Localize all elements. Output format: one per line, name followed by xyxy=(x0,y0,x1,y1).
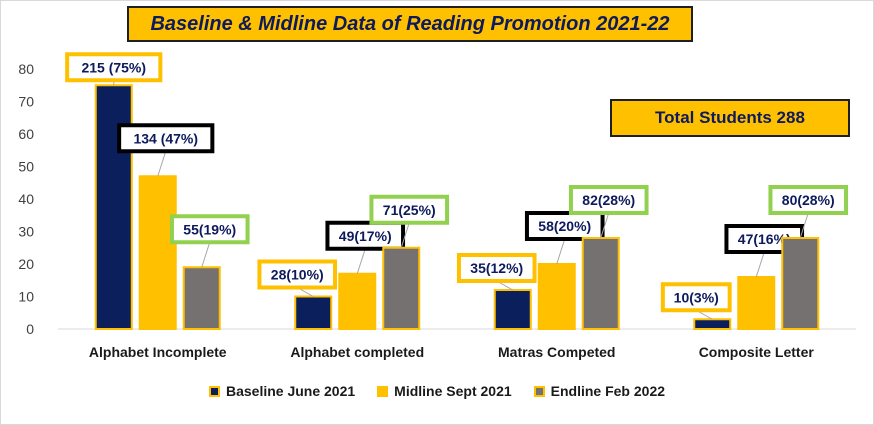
data-label-box xyxy=(768,185,849,215)
chart-legend: Baseline June 2021 Midline Sept 2021 End… xyxy=(0,383,874,399)
x-category-label: Matras Competed xyxy=(498,344,615,360)
legend-swatch-baseline xyxy=(208,385,220,397)
data-label-box xyxy=(524,211,605,241)
y-tick-label: 50 xyxy=(18,159,34,175)
data-label: 55(19%) xyxy=(183,221,236,237)
data-label: 80(28%) xyxy=(782,192,835,208)
legend-label-midline: Midline Sept 2021 xyxy=(394,383,512,399)
data-label-box xyxy=(660,282,732,313)
data-label-leader xyxy=(201,242,211,268)
bar-baseline xyxy=(493,289,532,330)
legend-item-midline: Midline Sept 2021 xyxy=(377,383,512,399)
bar-midline xyxy=(338,272,377,330)
bar-endline xyxy=(182,266,221,330)
y-tick-label: 60 xyxy=(18,126,34,142)
x-category-label: Alphabet completed xyxy=(290,344,424,360)
legend-item-baseline: Baseline June 2021 xyxy=(208,383,356,399)
data-label: 82(28%) xyxy=(582,192,635,208)
data-label: 215 (75%) xyxy=(81,59,146,75)
bar-baseline xyxy=(94,84,133,330)
bar-baseline xyxy=(294,295,333,330)
data-label-leader xyxy=(556,238,566,265)
x-category-label: Composite Letter xyxy=(699,344,815,360)
y-tick-label: 0 xyxy=(26,321,34,337)
bar-midline xyxy=(537,263,576,330)
data-label-box xyxy=(369,194,450,225)
bar-midline xyxy=(737,276,776,330)
data-label-box xyxy=(456,253,537,283)
data-label-leader xyxy=(400,222,410,248)
y-tick-label: 10 xyxy=(18,289,34,305)
data-label: 134 (47%) xyxy=(133,130,198,146)
legend-swatch-endline xyxy=(533,385,545,397)
legend-label-baseline: Baseline June 2021 xyxy=(225,383,356,399)
total-students-label: Total Students 288 xyxy=(655,108,805,127)
data-label-leader xyxy=(799,212,809,239)
data-label: 47(16%) xyxy=(738,231,791,247)
data-label-leader xyxy=(157,151,167,177)
data-label: 71(25%) xyxy=(383,202,436,218)
data-label-box xyxy=(325,220,406,251)
data-label-leader xyxy=(356,248,366,274)
data-label: 58(20%) xyxy=(538,218,591,234)
x-category-label: Alphabet Incomplete xyxy=(89,344,227,360)
chart-title-box: Baseline & Midline Data of Reading Promo… xyxy=(127,6,693,42)
data-label-box xyxy=(257,259,338,290)
data-label-box xyxy=(65,52,163,83)
data-label-leader xyxy=(755,251,765,278)
data-label-box xyxy=(117,123,215,154)
data-label: 35(12%) xyxy=(470,260,523,276)
bar-endline xyxy=(781,237,820,330)
data-label: 10(3%) xyxy=(674,289,719,305)
y-tick-label: 20 xyxy=(18,256,34,272)
legend-label-endline: Endline Feb 2022 xyxy=(550,383,666,399)
data-label: 49(17%) xyxy=(339,228,392,244)
data-label: 28(10%) xyxy=(271,267,324,283)
data-label-box xyxy=(568,185,649,215)
bar-midline xyxy=(138,175,177,330)
data-label-box xyxy=(169,214,250,245)
chart-title: Baseline & Midline Data of Reading Promo… xyxy=(150,12,670,35)
total-students-box: Total Students 288 xyxy=(610,99,850,137)
bar-baseline xyxy=(693,318,732,330)
bar-endline xyxy=(382,246,421,330)
y-tick-label: 80 xyxy=(18,61,34,77)
y-tick-label: 30 xyxy=(18,224,34,240)
bar-endline xyxy=(581,237,620,330)
legend-swatch-midline xyxy=(377,385,389,397)
data-label-leader xyxy=(600,212,610,239)
y-tick-label: 70 xyxy=(18,94,34,110)
y-tick-label: 40 xyxy=(18,191,34,207)
legend-item-endline: Endline Feb 2022 xyxy=(533,383,666,399)
